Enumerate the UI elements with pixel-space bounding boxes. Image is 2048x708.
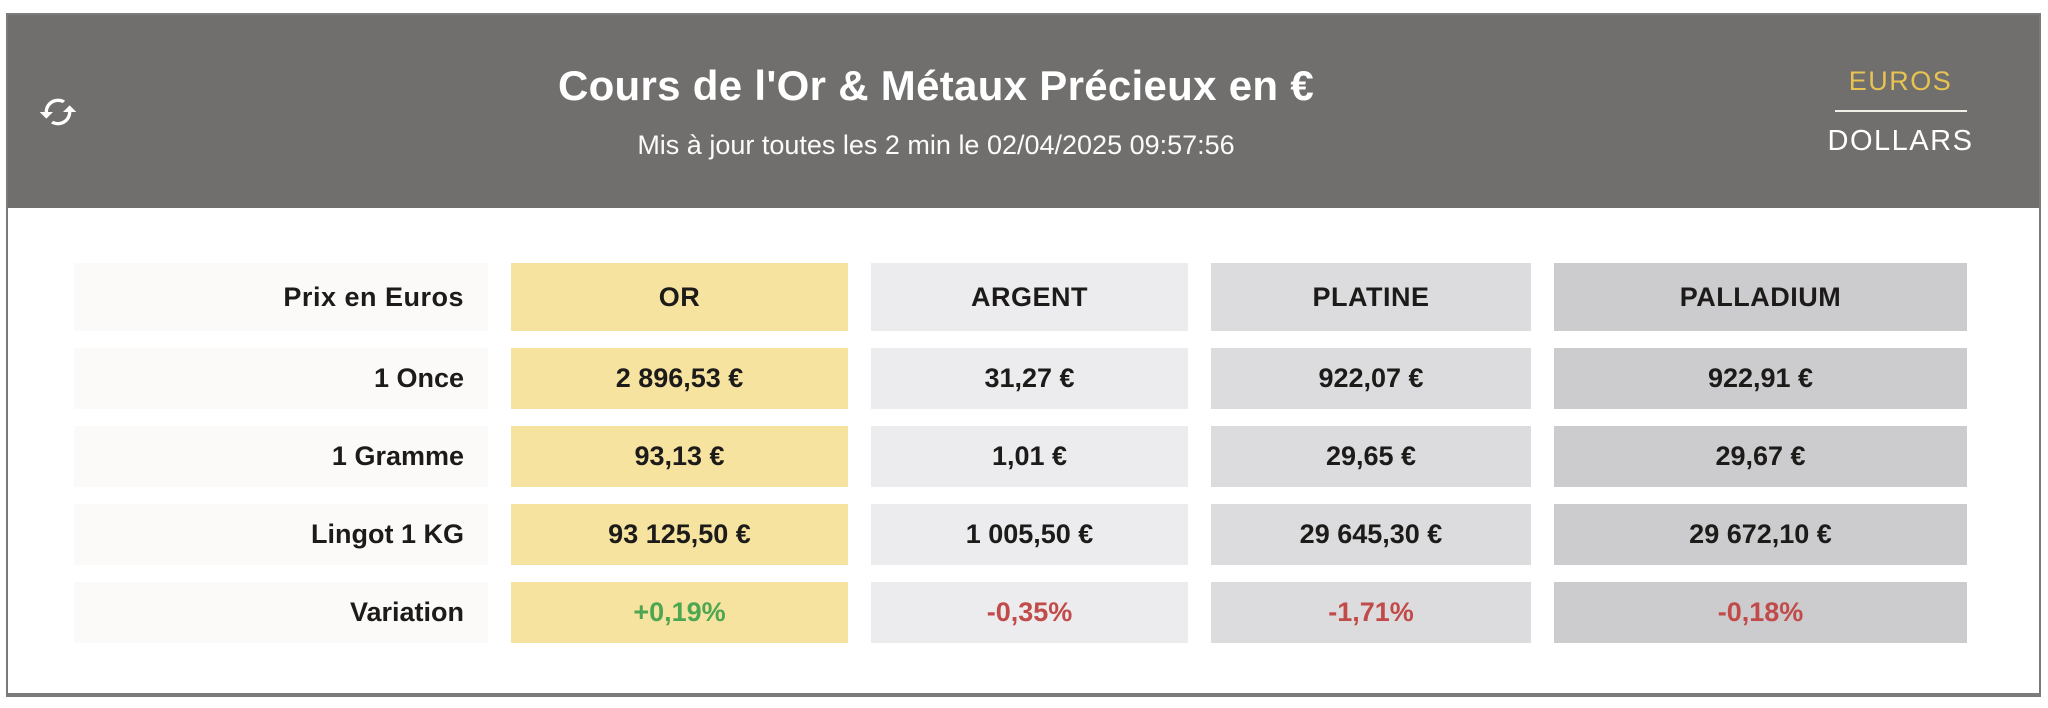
last-updated-text: Mis à jour toutes les 2 min le 02/04/202… — [637, 130, 1235, 160]
header-titles: Cours de l'Or & Métaux Précieux en € Mis… — [84, 62, 1788, 161]
widget-header: Cours de l'Or & Métaux Précieux en € Mis… — [8, 15, 2039, 208]
cell-or-variation: +0,19% — [511, 582, 848, 643]
cell-or-once: 2 896,53 € — [511, 348, 848, 409]
cell-platine-variation: -1,71% — [1211, 582, 1531, 643]
currency-toggle: EUROS DOLLARS — [1788, 66, 2013, 158]
row-label-lingot: Lingot 1 KG — [74, 504, 488, 565]
sync-arrows-icon — [38, 92, 78, 132]
row-label-once: 1 Once — [74, 348, 488, 409]
cell-argent-gramme: 1,01 € — [871, 426, 1188, 487]
gold-prices-widget: Cours de l'Or & Métaux Précieux en € Mis… — [6, 13, 2041, 697]
cell-platine-lingot: 29 645,30 € — [1211, 504, 1531, 565]
column-header-platine: PLATINE — [1211, 263, 1531, 331]
cell-platine-once: 922,07 € — [1211, 348, 1531, 409]
cell-palladium-variation: -0,18% — [1554, 582, 1967, 643]
cell-argent-once: 31,27 € — [871, 348, 1188, 409]
cell-palladium-gramme: 29,67 € — [1554, 426, 1967, 487]
cell-platine-gramme: 29,65 € — [1211, 426, 1531, 487]
toggle-divider — [1834, 109, 1967, 112]
refresh-button[interactable] — [32, 86, 84, 138]
page-title: Cours de l'Or & Métaux Précieux en € — [557, 62, 1315, 109]
row-label-gramme: 1 Gramme — [74, 426, 488, 487]
column-header-argent: ARGENT — [871, 263, 1188, 331]
cell-or-gramme: 93,13 € — [511, 426, 848, 487]
toggle-euros[interactable]: EUROS — [1848, 65, 1953, 96]
cell-argent-lingot: 1 005,50 € — [871, 504, 1188, 565]
cell-or-lingot: 93 125,50 € — [511, 504, 848, 565]
cell-palladium-once: 922,91 € — [1554, 348, 1967, 409]
corner-label: Prix en Euros — [74, 263, 488, 331]
cell-palladium-lingot: 29 672,10 € — [1554, 504, 1967, 565]
cell-argent-variation: -0,35% — [871, 582, 1188, 643]
price-table: Prix en Euros OR ARGENT PLATINE PALLADIU… — [74, 263, 2039, 643]
column-header-or: OR — [511, 263, 848, 331]
row-label-variation: Variation — [74, 582, 488, 643]
column-header-palladium: PALLADIUM — [1554, 263, 1967, 331]
toggle-dollars[interactable]: DOLLARS — [1827, 124, 1974, 157]
